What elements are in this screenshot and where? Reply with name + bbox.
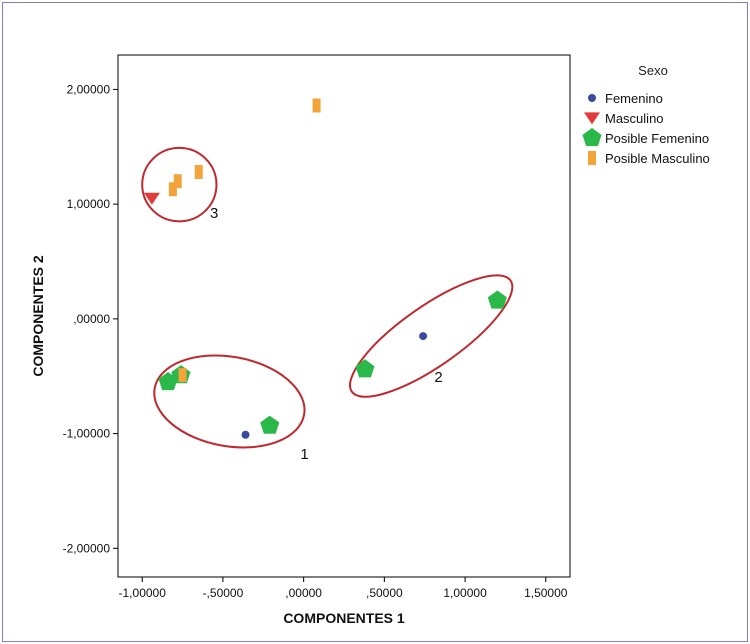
x-tick-label: 1,50000 bbox=[524, 586, 568, 600]
femenino-point bbox=[241, 430, 250, 439]
x-axis-title: COMPONENTES 1 bbox=[283, 610, 405, 626]
legend-marker-posible-masculino bbox=[588, 151, 596, 165]
y-axis-title: COMPONENTES 2 bbox=[30, 255, 46, 377]
posible-masculino-point bbox=[194, 165, 203, 180]
plot-area bbox=[117, 54, 571, 578]
cluster-annotations: 1 2 3 bbox=[141, 146, 514, 463]
legend-label-posible-masculino: Posible Masculino bbox=[605, 151, 710, 166]
posible-masculino-point bbox=[178, 368, 187, 383]
masculino-point bbox=[143, 192, 160, 205]
posible-femenino-point bbox=[355, 359, 375, 378]
x-tick-label: -,50000 bbox=[203, 586, 244, 600]
posible-femenino-point bbox=[158, 372, 178, 391]
data-points bbox=[143, 98, 507, 439]
y-tick-label: -2,00000 bbox=[63, 541, 111, 555]
x-tick-label: ,50000 bbox=[366, 586, 403, 600]
cluster-2-label: 2 bbox=[434, 369, 442, 386]
legend-marker-femenino bbox=[588, 94, 596, 102]
cluster-2-ellipse bbox=[349, 274, 514, 398]
posible-masculino-point bbox=[312, 98, 321, 113]
posible-femenino-point bbox=[260, 415, 280, 434]
cluster-3-ellipse bbox=[141, 146, 218, 223]
posible-masculino-point bbox=[168, 182, 177, 197]
cluster-1-ellipse bbox=[153, 354, 306, 449]
x-tick-label: ,00000 bbox=[285, 586, 322, 600]
femenino-point bbox=[419, 332, 428, 341]
axes: -1,00000 -,50000,00000,50000 1,00000 1,5000… bbox=[63, 82, 568, 600]
y-tick-label: 2,00000 bbox=[67, 82, 111, 96]
legend-label-posible-femenino: Posible Femenino bbox=[605, 131, 709, 146]
legend: Sexo Femenino Masculino Posible Femenino Po… bbox=[582, 63, 710, 166]
posible-femenino-point bbox=[487, 290, 507, 309]
legend-marker-masculino bbox=[584, 112, 600, 125]
posible-masculino-point bbox=[173, 174, 182, 189]
x-tick-label: -1,00000 bbox=[119, 586, 167, 600]
legend-title: Sexo bbox=[638, 63, 668, 78]
cluster-1-label: 1 bbox=[300, 446, 308, 463]
legend-label-femenino: Femenino bbox=[605, 91, 663, 106]
legend-marker-posible-femenino bbox=[582, 128, 602, 147]
legend-label-masculino: Masculino bbox=[605, 111, 664, 126]
cluster-3-label: 3 bbox=[210, 205, 218, 222]
y-tick-label: -1,00000 bbox=[63, 427, 111, 441]
y-tick-label: ,00000 bbox=[73, 312, 110, 326]
y-tick-label: 1,00000 bbox=[67, 197, 111, 211]
x-tick-label: 1,00000 bbox=[443, 586, 487, 600]
